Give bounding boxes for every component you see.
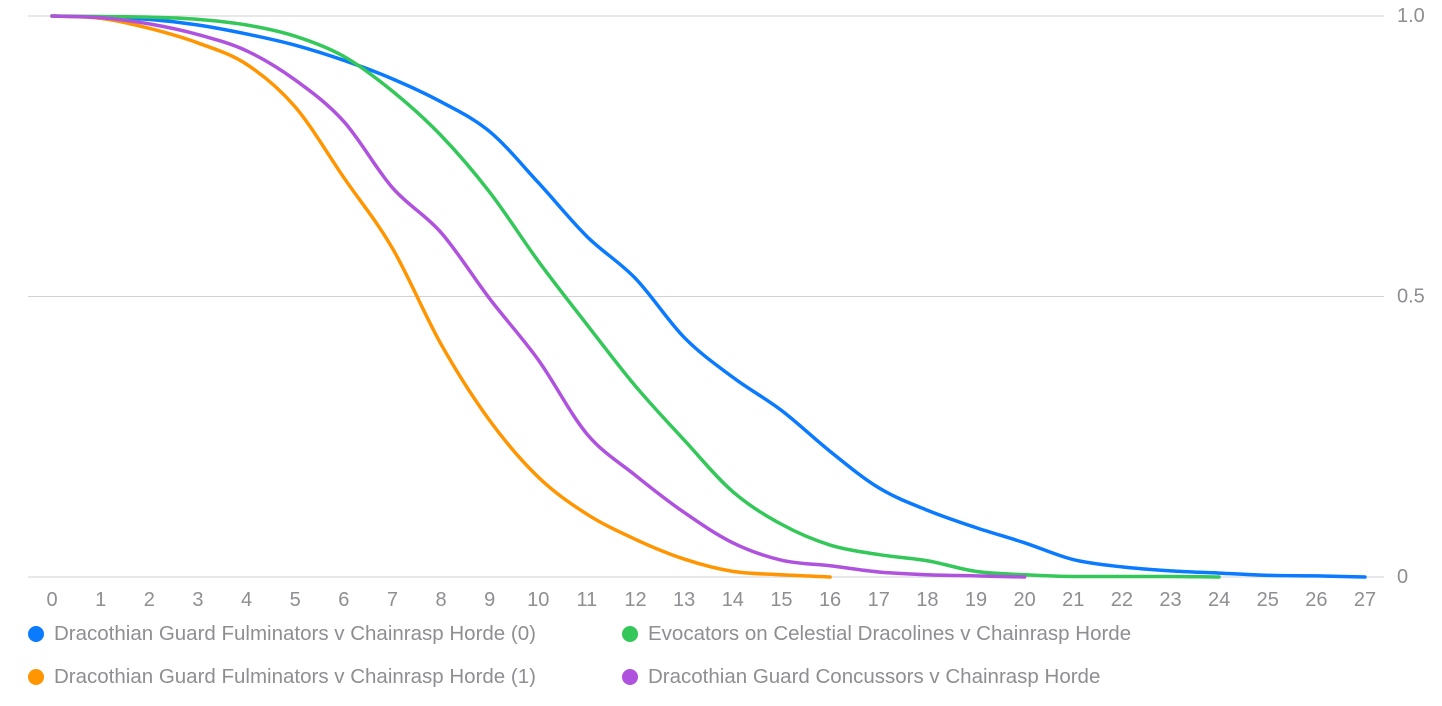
x-tick-label: 6 (338, 589, 349, 611)
x-tick-label: 17 (868, 589, 890, 611)
x-tick-label: 0 (46, 589, 57, 611)
legend-dot-icon (622, 626, 638, 642)
y-tick-label: 1.0 (1397, 5, 1425, 27)
legend-label: Evocators on Celestial Dracolines v Chai… (648, 622, 1132, 645)
x-tick-label: 15 (770, 589, 792, 611)
x-tick-label: 27 (1354, 589, 1376, 611)
x-tick-label: 21 (1062, 589, 1084, 611)
legend-item-evocators[interactable]: Evocators on Celestial Dracolines v Chai… (622, 622, 1382, 646)
x-tick-label: 8 (435, 589, 446, 611)
x-tick-label: 23 (1159, 589, 1181, 611)
series-line-3 (50, 14, 1027, 579)
x-tick-label: 10 (527, 589, 549, 611)
series-line-2 (50, 14, 832, 579)
x-tick-label: 4 (241, 589, 252, 611)
x-tick-label: 16 (819, 589, 841, 611)
y-axis-tick-labels: 1.0 0.5 0 (1397, 5, 1425, 588)
series-line-1 (50, 14, 1221, 579)
x-tick-label: 7 (387, 589, 398, 611)
legend-dot-icon (622, 669, 638, 685)
legend-label: Dracothian Guard Fulminators v Chainrasp… (54, 622, 536, 645)
legend-label: Dracothian Guard Concussors v Chainrasp … (648, 665, 1101, 688)
x-tick-label: 26 (1305, 589, 1327, 611)
series-line-0 (50, 14, 1367, 579)
x-tick-label: 11 (577, 589, 598, 611)
x-tick-label: 22 (1111, 589, 1133, 611)
x-axis-tick-labels: 0 1 2 3 4 5 6 7 8 9 10 11 12 13 14 15 16 17 18 19 20 21 22 23 24… (46, 589, 1376, 611)
x-tick-label: 3 (192, 589, 203, 611)
x-tick-label: 19 (965, 589, 987, 611)
legend-dot-icon (28, 626, 44, 642)
legend-item-concussors[interactable]: Dracothian Guard Concussors v Chainrasp … (622, 665, 1382, 689)
x-tick-label: 9 (484, 589, 495, 611)
legend-item-fulminators-0[interactable]: Dracothian Guard Fulminators v Chainrasp… (28, 622, 622, 646)
legend-dot-icon (28, 669, 44, 685)
series-lines (50, 14, 1367, 579)
y-tick-label: 0 (1397, 566, 1408, 588)
x-tick-label: 5 (290, 589, 301, 611)
x-tick-label: 20 (1013, 589, 1035, 611)
legend-item-fulminators-1[interactable]: Dracothian Guard Fulminators v Chainrasp… (28, 665, 622, 689)
line-chart: 1.00.50 0 1 2 3 4 5 6 7 8 9 10 11 12 13 14 15 16 17 18 19 20… (28, 5, 1425, 611)
x-tick-label: 14 (722, 589, 744, 611)
legend-label: Dracothian Guard Fulminators v Chainrasp… (54, 665, 536, 688)
x-tick-label: 1 (95, 589, 106, 611)
x-tick-label: 12 (624, 589, 646, 611)
x-tick-label: 2 (144, 589, 155, 611)
x-tick-label: 24 (1208, 589, 1230, 611)
y-tick-label: 0.5 (1397, 286, 1425, 308)
legend: Dracothian Guard Fulminators v Chainrasp… (28, 622, 1428, 689)
x-tick-label: 18 (916, 589, 938, 611)
x-tick-label: 13 (673, 589, 695, 611)
gridlines (28, 15, 1384, 578)
x-tick-label: 25 (1257, 589, 1279, 611)
